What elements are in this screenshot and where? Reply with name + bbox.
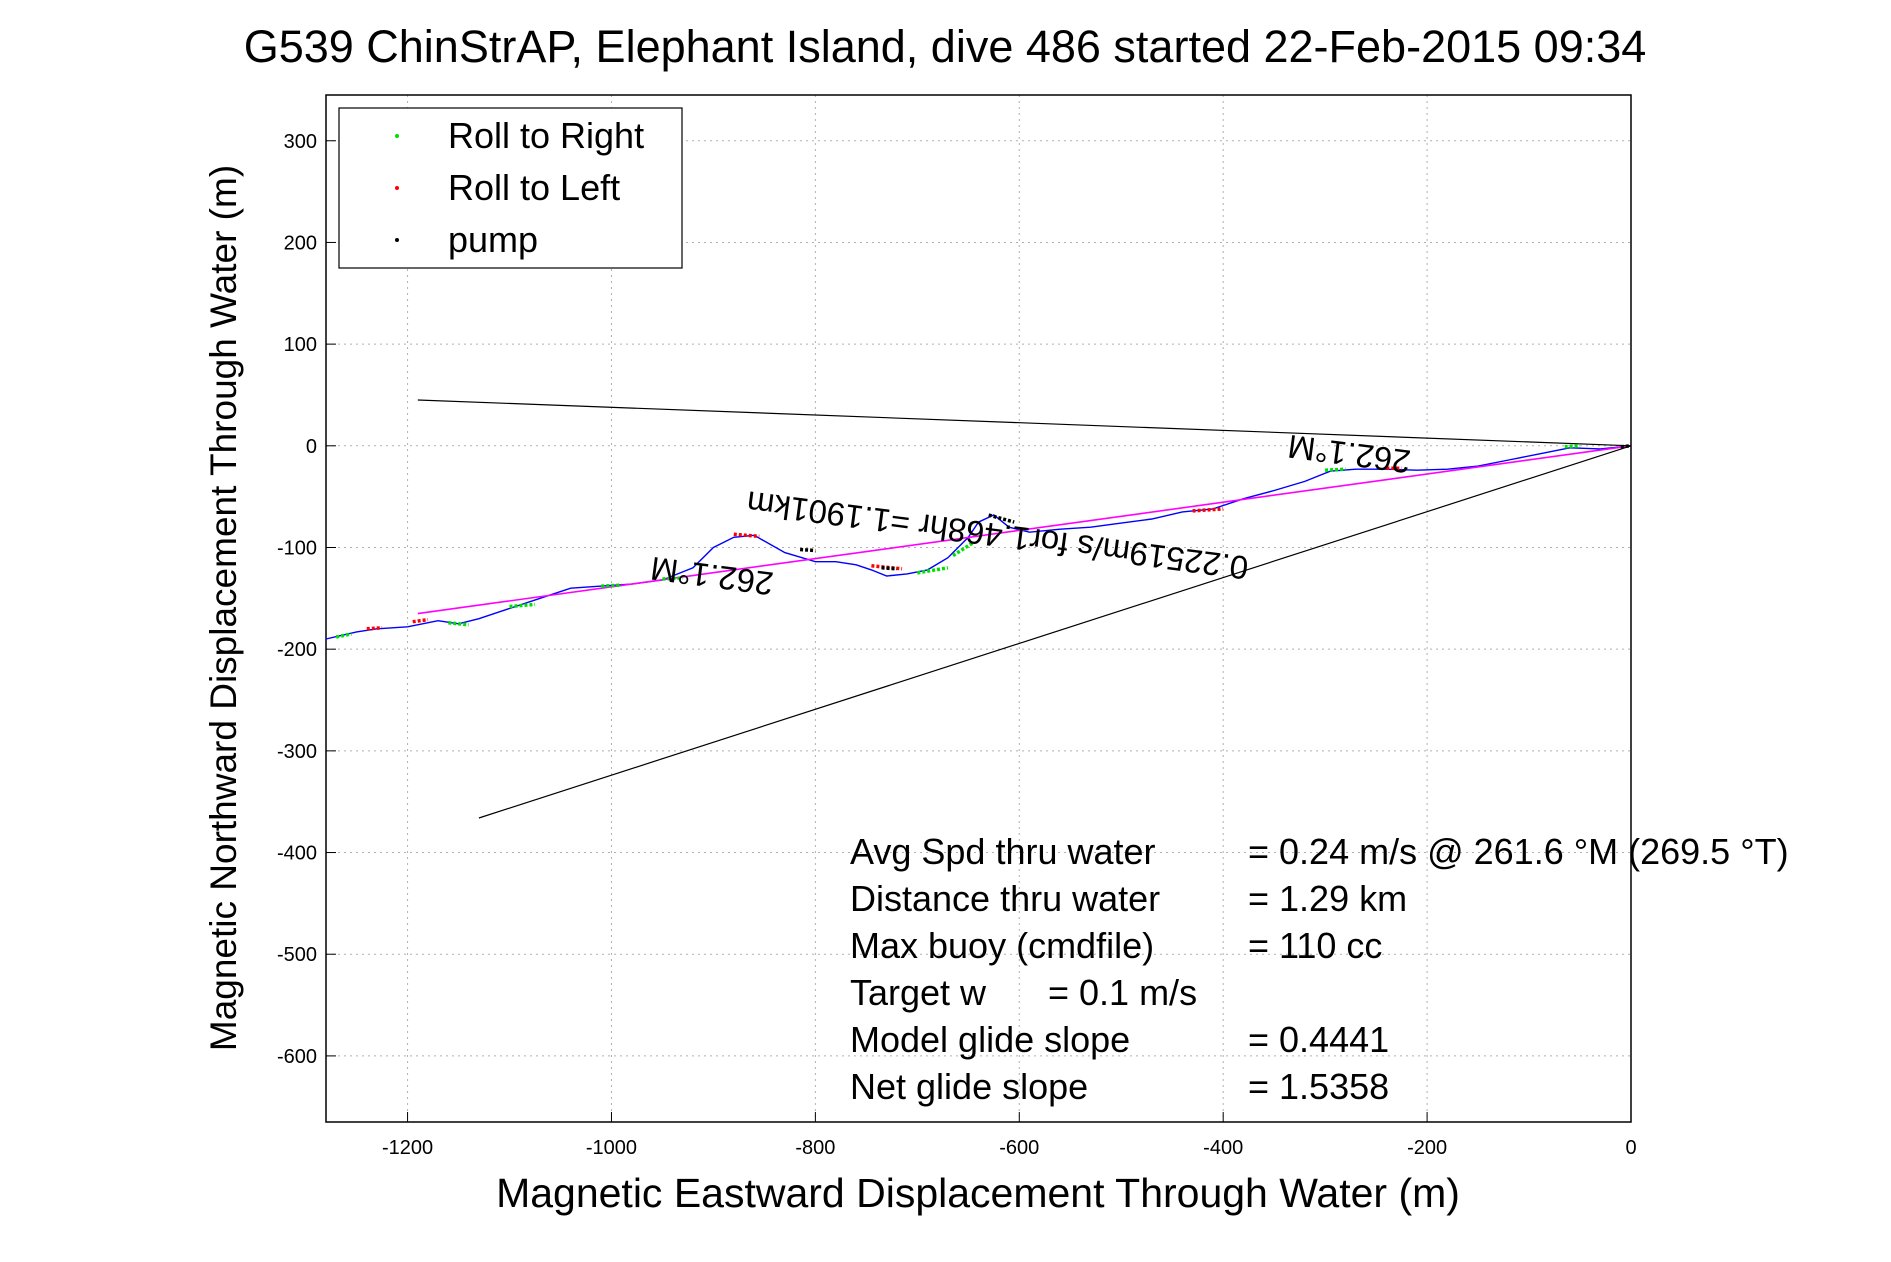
- chart-title: G539 ChinStrAP, Elephant Island, dive 48…: [244, 21, 1647, 72]
- stat-value: = 110 cc: [1248, 925, 1382, 966]
- y-tick-label: -300: [277, 741, 317, 763]
- roll-right-marker: [952, 540, 975, 558]
- annotation-label: 262.1°M: [1286, 428, 1413, 481]
- x-tick-label: -200: [1407, 1137, 1447, 1159]
- x-tick-label: -1000: [586, 1137, 637, 1159]
- annotation-layer: 262.1°M0.22519m/s for1.468hr =1.1901km26…: [648, 428, 1412, 603]
- stat-value: = 0.24 m/s @ 261.6 °M (269.5 °T): [1248, 831, 1789, 872]
- y-tick-label: -400: [277, 843, 317, 865]
- x-tick-label: -1200: [382, 1137, 433, 1159]
- x-tick-label: 0: [1625, 1137, 1636, 1159]
- roll-left-marker: [412, 617, 429, 624]
- roll-right-marker: [1564, 444, 1581, 449]
- y-tick-label: -200: [277, 639, 317, 661]
- x-axis-label: Magnetic Eastward Displacement Through W…: [496, 1170, 1460, 1216]
- pump-marker: [988, 513, 1015, 524]
- roll-right-marker: [1325, 467, 1346, 472]
- legend-label: Roll to Right: [448, 115, 644, 156]
- y-tick-label: -100: [277, 537, 317, 559]
- stats-block: Avg Spd thru water = 0.24 m/s @ 261.6 °M …: [850, 831, 1789, 1107]
- roll-right-marker: [335, 632, 352, 639]
- y-tick-label: -500: [277, 944, 317, 966]
- marker-layer: [335, 444, 1632, 639]
- x-tick-label: -800: [795, 1137, 835, 1159]
- y-tick-label: 300: [284, 131, 317, 153]
- bound-lower-line: [478, 445, 1632, 819]
- y-tick-label: 200: [284, 232, 317, 254]
- fit-line: [417, 445, 1632, 615]
- pump-marker: [799, 547, 816, 553]
- roll-right-marker: [917, 566, 949, 575]
- annotation-label: 0.22519m/s for1.468hr =1.1901km: [744, 484, 1250, 587]
- x-tick-label: -400: [1203, 1137, 1243, 1159]
- pump-marker: [881, 566, 898, 571]
- stat-value: = 0.4441: [1248, 1019, 1389, 1060]
- stat-value: = 1.5358: [1248, 1066, 1389, 1107]
- y-tick-label: 0: [306, 436, 317, 458]
- roll-left-marker: [366, 626, 383, 631]
- stat-label: Distance thru water: [850, 878, 1160, 919]
- stat-value: = 1.29 km: [1248, 878, 1407, 919]
- y-tick-label: 100: [284, 334, 317, 356]
- stat-value: = 0.1 m/s: [1048, 972, 1197, 1013]
- series-layer: [325, 399, 1632, 819]
- plot-area: [325, 94, 1632, 1123]
- roll-right-marker: [509, 602, 536, 609]
- legend-swatch: [395, 186, 399, 190]
- legend-label: pump: [448, 219, 538, 260]
- roll-right-marker: [662, 576, 683, 581]
- roll-right-marker: [448, 620, 469, 627]
- grid: [326, 95, 1632, 1122]
- annotation-label: 262.1°M: [648, 550, 775, 603]
- stat-label: Model glide slope: [850, 1019, 1130, 1060]
- stat-label: Avg Spd thru water: [850, 831, 1156, 872]
- pump-marker: [1620, 444, 1632, 449]
- legend-label: Roll to Left: [448, 167, 620, 208]
- track-line: [325, 445, 1632, 640]
- roll-left-marker: [733, 532, 760, 539]
- y-tick-label: -600: [277, 1046, 317, 1068]
- y-axis-label: Magnetic Northward Displacement Through …: [203, 165, 244, 1051]
- bound-upper-line: [417, 399, 1632, 447]
- stat-label: Net glide slope: [850, 1066, 1088, 1107]
- roll-left-marker: [1192, 507, 1224, 513]
- roll-right-marker: [601, 583, 622, 588]
- x-tick-label: -600: [999, 1137, 1039, 1159]
- stat-label: Target w: [850, 972, 987, 1013]
- legend-swatch: [395, 134, 399, 138]
- legend-swatch: [395, 238, 399, 242]
- legend: Roll to Right Roll to Left pump: [338, 107, 683, 269]
- stat-label: Max buoy (cmdfile): [850, 925, 1154, 966]
